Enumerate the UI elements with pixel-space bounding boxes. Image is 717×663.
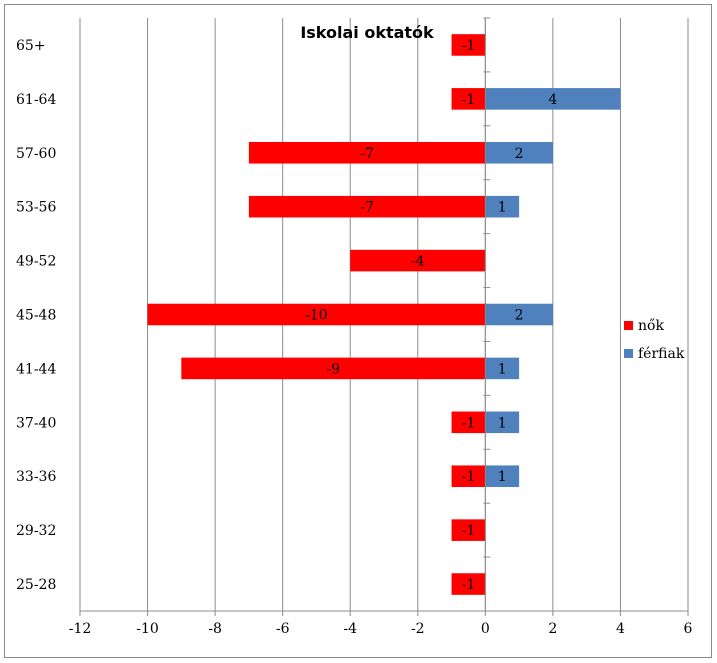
bar [147, 303, 486, 326]
bar [485, 303, 553, 326]
bar-value-label: -1 [462, 415, 476, 431]
bar [485, 357, 520, 380]
bar-value-label: 1 [498, 200, 507, 216]
legend-swatch [624, 321, 633, 330]
bar-value-label: -1 [462, 38, 476, 54]
bar [248, 141, 486, 164]
bar-value-label: -1 [462, 577, 476, 593]
bar [451, 34, 486, 56]
bar-value-label: -9 [327, 361, 341, 377]
category-label: 49-52 [16, 254, 56, 270]
bar [181, 357, 486, 380]
bar-value-label: 1 [498, 469, 507, 485]
bar-value-label: -1 [462, 469, 476, 485]
chart-title: Iskolai oktatók [300, 23, 434, 42]
bar-value-label: 2 [515, 308, 524, 324]
bar [451, 88, 486, 110]
bar [451, 519, 486, 541]
category-label: 57-60 [16, 146, 56, 162]
x-tick-label: 0 [481, 621, 490, 637]
x-tick-label: -8 [208, 621, 222, 637]
x-tick-label: -4 [343, 621, 357, 637]
bar-value-label: 4 [548, 92, 557, 108]
bar-value-label: 1 [498, 361, 507, 377]
bars [147, 34, 621, 595]
category-label: 29-32 [16, 523, 56, 539]
x-tick-label: 6 [684, 621, 693, 637]
bar-value-label: -7 [360, 146, 374, 162]
x-tick-label: -10 [136, 621, 159, 637]
bar-value-label: -1 [462, 92, 476, 108]
legend-label: nők [638, 318, 664, 334]
bar-value-label: 1 [498, 415, 507, 431]
bar-value-label: 2 [515, 146, 524, 162]
x-tick-label: -6 [276, 621, 290, 637]
category-label: 25-28 [16, 577, 56, 593]
x-tick-label: -2 [411, 621, 425, 637]
bar [451, 573, 486, 595]
bar [485, 195, 520, 218]
category-label: 61-64 [16, 92, 56, 108]
legend: nők férfiak [624, 318, 685, 362]
bar [485, 465, 520, 488]
labels: -12 -10 -8 -6 -4 -2 0 2 4 665+ -161-64 -1 457-60 -7 25… [16, 38, 693, 637]
axes [79, 17, 689, 616]
bar-value-label: -4 [411, 254, 425, 270]
category-label: 33-36 [16, 469, 56, 485]
category-label: 53-56 [16, 200, 56, 216]
x-tick-label: -12 [69, 621, 92, 637]
bar [485, 88, 621, 110]
bar-value-label: -7 [360, 200, 374, 216]
bar [451, 411, 486, 434]
bar-value-label: -10 [305, 308, 328, 324]
bar [485, 411, 520, 434]
category-label: 41-44 [16, 361, 56, 377]
category-label: 45-48 [16, 308, 56, 324]
x-tick-label: 4 [616, 621, 625, 637]
category-label: 37-40 [16, 415, 56, 431]
bar [350, 249, 486, 272]
category-label: 65+ [16, 38, 46, 54]
legend-swatch [624, 349, 633, 358]
bar [485, 141, 553, 164]
legend-label: férfiak [638, 346, 685, 362]
bar-value-label: -1 [462, 523, 476, 539]
bar [248, 195, 486, 218]
x-tick-label: 2 [548, 621, 557, 637]
bar [451, 465, 486, 488]
chart-frame [4, 4, 712, 658]
